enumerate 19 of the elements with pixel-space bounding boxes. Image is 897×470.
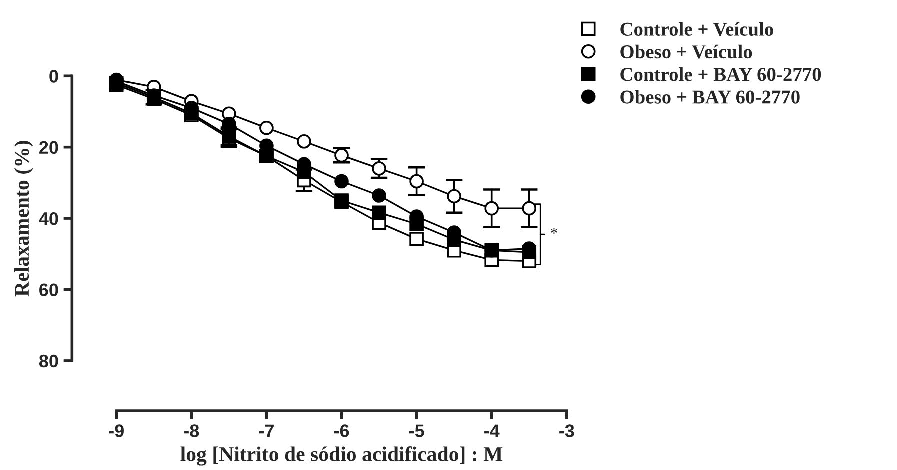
y-tick-label: 0: [50, 70, 58, 83]
legend-label: Controle + BAY 60-2770: [620, 68, 822, 82]
legend-label: Obeso + Veículo: [620, 44, 752, 59]
x-tick-label: -7: [259, 424, 274, 438]
annotation: *: [551, 228, 558, 234]
x-tick-label: -8: [184, 424, 200, 438]
x-tick-label: -4: [484, 424, 500, 438]
y-tick-label: 40: [39, 212, 58, 226]
x-tick-label: -5: [409, 424, 424, 438]
x-tick-label: -3: [560, 424, 574, 438]
y-tick-label: 60: [40, 284, 58, 296]
x-tick-label: -9: [109, 424, 124, 438]
y-axis-title: Relaxamento (%): [14, 141, 34, 297]
legend-label: Obeso + BAY 60-2770: [620, 90, 800, 104]
y-tick-label: 80: [39, 354, 58, 368]
legend-label: Controle + Veículo: [620, 22, 774, 36]
x-tick-label: -6: [334, 424, 350, 438]
x-axis-title: log [Nitrito de sódio acidificado] : M: [180, 446, 503, 466]
y-tick-label: 20: [40, 141, 58, 154]
